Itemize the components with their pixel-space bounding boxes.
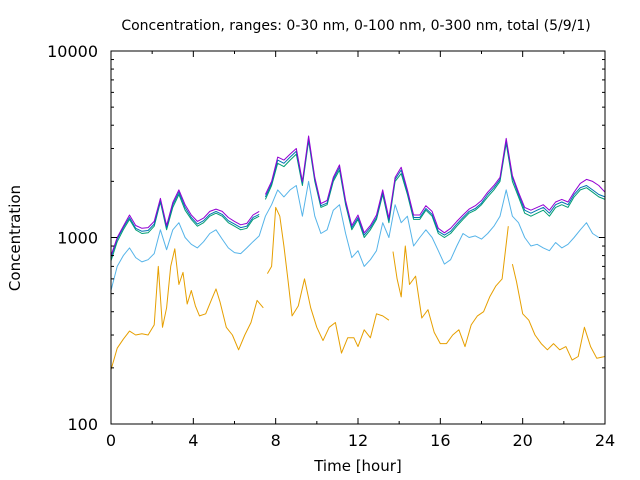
y-tick-label: 100 xyxy=(67,415,98,434)
ticks-layer: 0 4 8 12 16 20 24 100 1000 10000 xyxy=(47,42,615,450)
y-axis-label: Concentration xyxy=(6,185,24,291)
y-tick-label: 10000 xyxy=(47,42,98,61)
y-tick-label: 1000 xyxy=(57,229,98,248)
series-line-1 xyxy=(110,206,606,371)
x-tick-label: 16 xyxy=(430,431,450,450)
series-layer xyxy=(110,135,606,371)
series-line-3 xyxy=(110,140,606,261)
series-line-4 xyxy=(110,137,606,258)
series-line-2 xyxy=(110,180,605,291)
chart-title: Concentration, ranges: 0-30 nm, 0-100 nm… xyxy=(121,18,590,34)
series-line-5 xyxy=(110,135,606,256)
x-tick-label: 8 xyxy=(271,431,281,450)
x-tick-label: 24 xyxy=(595,431,615,450)
x-tick-label: 20 xyxy=(512,431,532,450)
x-tick-label: 0 xyxy=(106,431,116,450)
x-axis-label: Time [hour] xyxy=(313,457,402,475)
x-tick-label: 12 xyxy=(348,431,368,450)
x-tick-label: 4 xyxy=(188,431,198,450)
